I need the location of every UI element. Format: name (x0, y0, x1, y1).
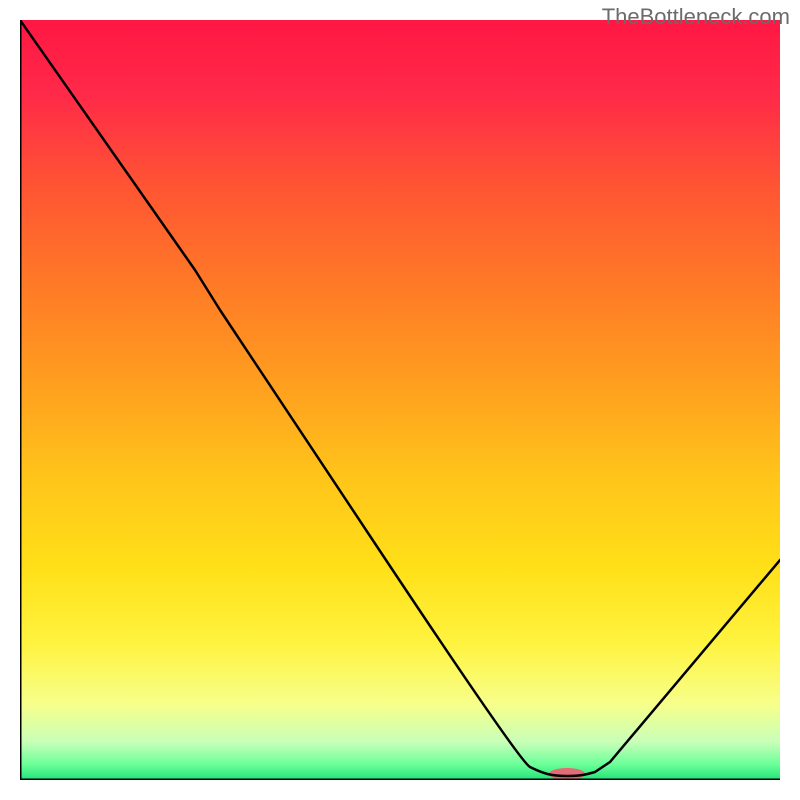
watermark: TheBottleneck.com (602, 4, 790, 30)
chart-svg (20, 20, 780, 780)
chart-background (20, 20, 780, 780)
optimal-marker (549, 768, 585, 780)
bottleneck-chart (20, 20, 780, 780)
